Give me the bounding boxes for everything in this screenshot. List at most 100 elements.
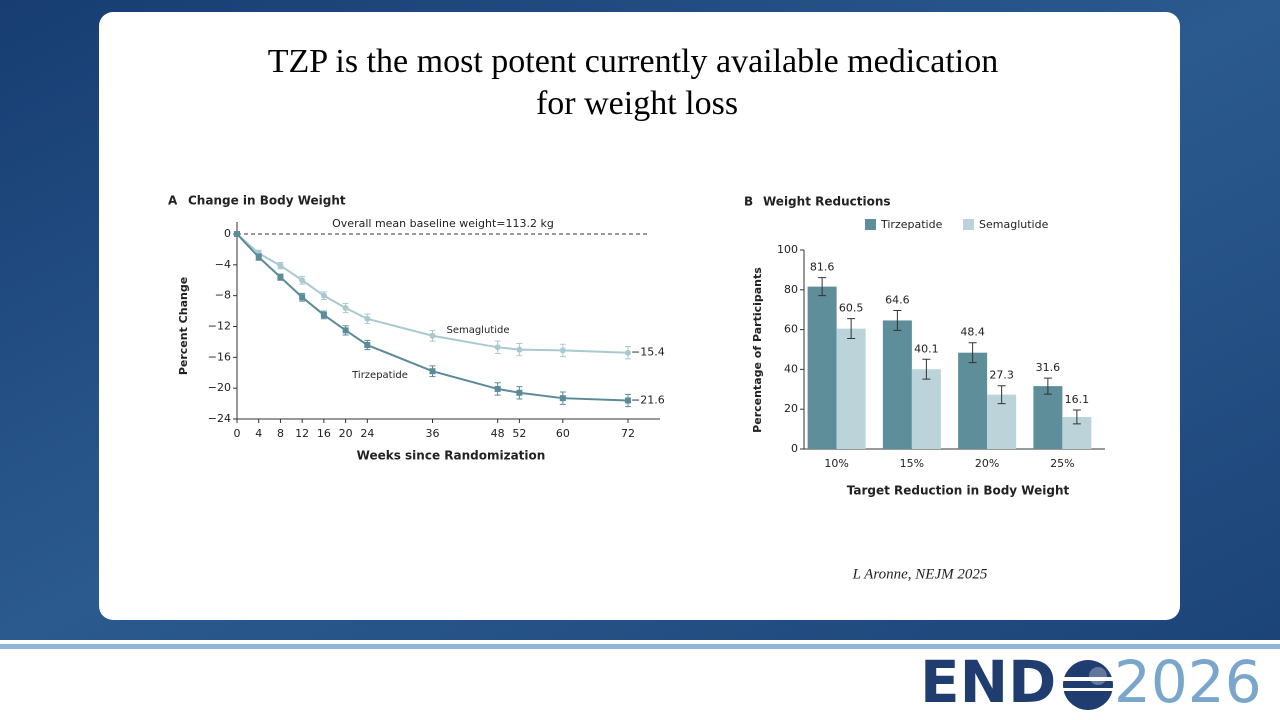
footer-stripe bbox=[0, 644, 1280, 649]
x-axis-label: Target Reduction in Body Weight bbox=[847, 484, 1070, 498]
error-bar bbox=[968, 342, 977, 364]
y-tick-label: 100 bbox=[777, 243, 798, 256]
marker bbox=[516, 389, 523, 396]
x-tick-label: 10% bbox=[824, 457, 848, 470]
error-bar bbox=[997, 385, 1006, 405]
value-label: 31.6 bbox=[1036, 361, 1061, 374]
error-bar bbox=[818, 277, 827, 297]
bar bbox=[882, 320, 912, 449]
slide-title: TZP is the most potent currently availab… bbox=[268, 43, 999, 80]
marker bbox=[516, 346, 523, 353]
chart-title: Weight Reductions bbox=[763, 195, 891, 209]
x-tick-label: 8 bbox=[277, 427, 284, 440]
y-tick-label: 0 bbox=[791, 442, 798, 455]
annotation: Overall mean baseline weight=113.2 kg bbox=[332, 217, 554, 230]
marker bbox=[559, 395, 566, 402]
legend-label: Semaglutide bbox=[979, 218, 1049, 231]
x-tick-label: 4 bbox=[255, 427, 262, 440]
y-tick-label: 80 bbox=[784, 283, 798, 296]
x-tick-label: 20% bbox=[975, 457, 999, 470]
y-tick-label: −12 bbox=[208, 320, 231, 333]
x-tick-label: 15% bbox=[900, 457, 924, 470]
y-axis-label: Percent Change bbox=[177, 277, 190, 375]
series-label: Semaglutide bbox=[446, 325, 509, 336]
marker bbox=[494, 385, 501, 392]
marker bbox=[277, 274, 284, 281]
marker bbox=[320, 311, 327, 318]
value-label: 27.3 bbox=[989, 369, 1014, 382]
marker bbox=[277, 262, 284, 269]
bar bbox=[958, 352, 988, 449]
x-tick-label: 0 bbox=[234, 427, 241, 440]
x-axis-label: Weeks since Randomization bbox=[357, 449, 546, 463]
value-label: 48.4 bbox=[960, 326, 985, 339]
marker bbox=[342, 305, 349, 311]
x-tick-label: 12 bbox=[295, 427, 309, 440]
logo-text: END bbox=[920, 648, 1056, 716]
error-bar bbox=[847, 318, 856, 340]
value-label: 64.6 bbox=[885, 293, 910, 306]
series-line bbox=[236, 233, 629, 354]
error-bar bbox=[893, 309, 902, 331]
legend-swatch bbox=[865, 219, 876, 230]
x-tick-label: 60 bbox=[556, 427, 570, 440]
logo-circle bbox=[1060, 660, 1116, 710]
marker bbox=[320, 292, 327, 299]
legend-label: Tirzepatide bbox=[880, 218, 943, 231]
marker bbox=[234, 231, 240, 237]
value-label: 81.6 bbox=[810, 261, 835, 274]
marker bbox=[429, 332, 436, 339]
bar bbox=[807, 286, 837, 449]
y-axis-label: Percentage of Participants bbox=[751, 267, 764, 433]
error-bar bbox=[922, 358, 931, 380]
x-tick-label: 20 bbox=[339, 427, 353, 440]
series-label: Tirzepatide bbox=[351, 370, 408, 381]
bar bbox=[1033, 386, 1063, 449]
legend-swatch bbox=[963, 219, 974, 230]
bar bbox=[836, 328, 866, 449]
x-tick-label: 24 bbox=[360, 427, 374, 440]
x-tick-label: 36 bbox=[426, 427, 440, 440]
marker bbox=[299, 277, 306, 284]
x-tick-label: 16 bbox=[317, 427, 331, 440]
x-tick-label: 72 bbox=[621, 427, 635, 440]
marker bbox=[625, 349, 631, 356]
marker bbox=[342, 327, 349, 334]
y-tick-label: −16 bbox=[208, 350, 231, 363]
y-tick-label: 20 bbox=[784, 402, 798, 415]
value-label: 40.1 bbox=[914, 342, 939, 355]
x-tick-label: 52 bbox=[512, 427, 526, 440]
y-tick-label: 60 bbox=[784, 323, 798, 336]
logo-year: 2026 bbox=[1114, 648, 1262, 716]
value-label: 60.5 bbox=[839, 302, 864, 315]
series-line bbox=[236, 233, 629, 402]
value-label: −15.4 bbox=[631, 346, 665, 359]
x-tick-label: 25% bbox=[1050, 457, 1074, 470]
bar bbox=[911, 369, 941, 449]
y-tick-label: 40 bbox=[784, 362, 798, 375]
marker bbox=[429, 368, 436, 375]
marker bbox=[364, 315, 371, 322]
marker bbox=[255, 254, 262, 261]
value-label: 16.1 bbox=[1065, 393, 1090, 406]
panel-label: B bbox=[744, 195, 753, 209]
slide-title: for weight loss bbox=[536, 85, 738, 122]
x-tick-label: 48 bbox=[491, 427, 505, 440]
y-tick-label: −4 bbox=[215, 258, 231, 271]
y-tick-label: 0 bbox=[224, 227, 231, 240]
marker bbox=[494, 344, 501, 351]
y-tick-label: −24 bbox=[208, 412, 231, 425]
panel-label: A bbox=[168, 194, 178, 208]
error-bar bbox=[1043, 377, 1052, 395]
y-tick-label: −20 bbox=[208, 381, 231, 394]
marker bbox=[625, 397, 631, 404]
error-bar bbox=[1072, 409, 1081, 425]
y-tick-label: −8 bbox=[215, 289, 231, 302]
card bbox=[99, 12, 1180, 620]
chart-title: Change in Body Weight bbox=[188, 194, 346, 208]
marker bbox=[559, 347, 566, 354]
citation: L Aronne, NEJM 2025 bbox=[852, 566, 988, 582]
marker bbox=[299, 294, 306, 301]
